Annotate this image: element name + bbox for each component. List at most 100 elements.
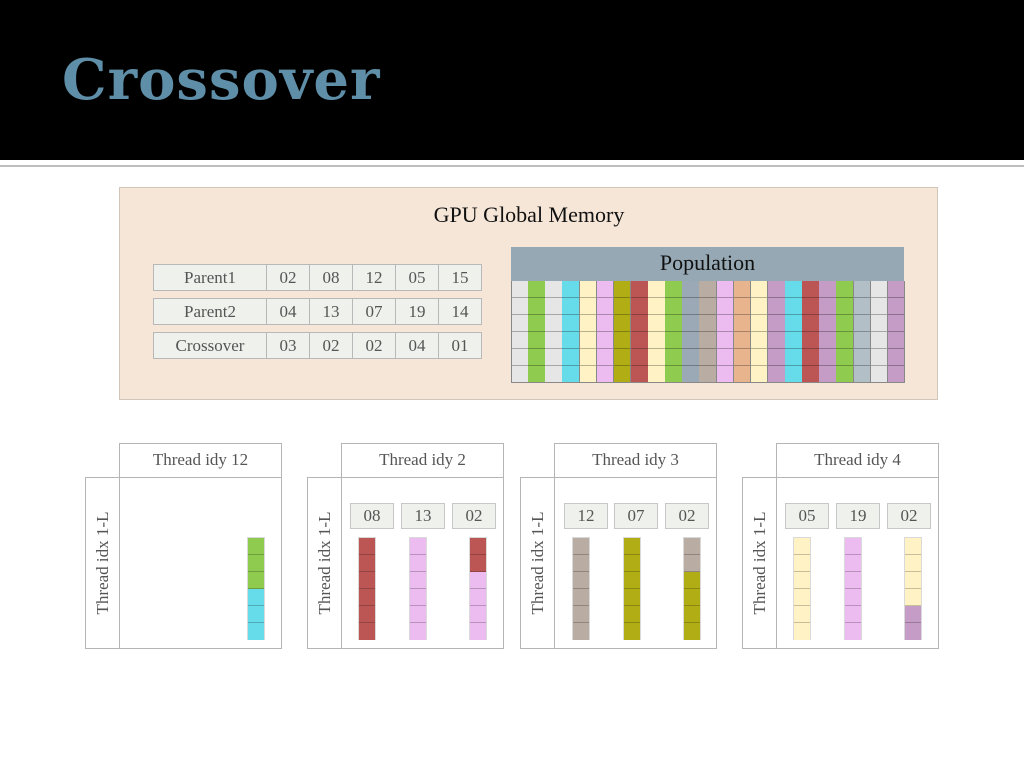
population-chromosome <box>545 281 563 383</box>
gene-segment <box>470 606 486 623</box>
gene-segment <box>410 589 426 606</box>
thread-idy-label: Thread idy 12 <box>119 443 282 478</box>
thread-idx-side: Thread idx 1-L <box>520 477 555 649</box>
chromosome-bar <box>358 537 376 640</box>
gene-segment <box>573 572 589 589</box>
thread-idy-label: Thread idy 3 <box>554 443 717 478</box>
gene-segment <box>845 589 861 606</box>
parent1-label: Parent1 <box>153 264 267 291</box>
gene-segment <box>410 572 426 589</box>
gene-segment <box>359 555 375 572</box>
gene-segment <box>624 589 640 606</box>
gene-segment <box>845 623 861 640</box>
gene-segment <box>905 538 921 555</box>
crossover-value: 03 <box>266 332 310 359</box>
gene-segment <box>905 623 921 640</box>
parent2-value: 07 <box>352 298 396 325</box>
gene-segment <box>248 572 264 589</box>
crossover-label: Crossover <box>153 332 267 359</box>
parent1-value: 08 <box>309 264 353 291</box>
population-chromosome <box>511 281 529 383</box>
parent1-value: 15 <box>438 264 482 291</box>
parent-index: 02 <box>887 503 931 529</box>
gene-segment <box>359 538 375 555</box>
gene-segment <box>624 538 640 555</box>
population-chromosome <box>665 281 683 383</box>
chromosome-bar <box>793 537 811 640</box>
chromosome-bar <box>844 537 862 640</box>
gene-segment <box>248 606 264 623</box>
gene-segment <box>794 589 810 606</box>
thread-idx-side: Thread idx 1-L <box>85 477 120 649</box>
gene-segment <box>794 538 810 555</box>
gene-segment <box>410 623 426 640</box>
gene-segment <box>470 589 486 606</box>
thread-body: 12 07 02 <box>554 477 717 649</box>
parent1-table: Parent1 02 08 12 05 15 <box>153 264 482 291</box>
gene-segment <box>573 606 589 623</box>
parent-index: 12 <box>564 503 608 529</box>
thread-body <box>119 477 282 649</box>
gene-segment <box>794 623 810 640</box>
parent-index: 13 <box>401 503 445 529</box>
gene-segment <box>845 606 861 623</box>
gene-segment <box>573 623 589 640</box>
population-chromosome <box>750 281 769 383</box>
thread-idx-label: Thread idx 1-L <box>92 511 112 615</box>
population-grid <box>511 281 906 384</box>
parent1-value: 12 <box>352 264 396 291</box>
gene-segment <box>573 538 589 555</box>
chromosome-bar <box>623 537 641 640</box>
population-chromosome <box>870 281 889 383</box>
header-divider <box>0 161 1024 164</box>
chromosome-bar <box>469 537 487 640</box>
population-chromosome <box>648 281 666 383</box>
parent-index: 05 <box>785 503 829 529</box>
crossover-value: 02 <box>352 332 396 359</box>
thread-idx-label: Thread idx 1-L <box>527 511 547 615</box>
thread-idx-label: Thread idx 1-L <box>749 511 769 615</box>
gene-segment <box>684 572 700 589</box>
parent1-value: 02 <box>266 264 310 291</box>
gene-segment <box>684 623 700 640</box>
gene-segment <box>684 555 700 572</box>
thread-idy-label: Thread idy 2 <box>341 443 504 478</box>
gene-segment <box>845 572 861 589</box>
parent-index: 02 <box>452 503 496 529</box>
gene-segment <box>905 555 921 572</box>
chromosome-bar <box>409 537 427 640</box>
gene-segment <box>684 538 700 555</box>
population-chromosome <box>767 281 786 383</box>
parent-index: 02 <box>665 503 709 529</box>
gene-segment <box>624 555 640 572</box>
crossover-value: 01 <box>438 332 482 359</box>
population-chromosome <box>716 281 735 383</box>
population-chromosome <box>887 281 906 383</box>
population-chromosome <box>682 281 700 383</box>
population-chromosome <box>836 281 855 383</box>
gene-segment <box>905 572 921 589</box>
gene-segment <box>573 555 589 572</box>
population-header: Population <box>511 247 904 281</box>
parent2-value: 14 <box>438 298 482 325</box>
gene-segment <box>624 606 640 623</box>
parent1-value: 05 <box>395 264 439 291</box>
gene-segment <box>470 538 486 555</box>
gene-segment <box>410 606 426 623</box>
slide-header <box>0 0 1024 160</box>
gene-segment <box>410 555 426 572</box>
parent-index: 19 <box>836 503 880 529</box>
gene-segment <box>470 572 486 589</box>
population-chromosome <box>853 281 872 383</box>
population-chromosome <box>528 281 546 383</box>
population-chromosome <box>819 281 837 383</box>
gene-segment <box>794 606 810 623</box>
gene-segment <box>359 572 375 589</box>
thread-idx-side: Thread idx 1-L <box>742 477 777 649</box>
population-chromosome <box>596 281 615 383</box>
population-chromosome <box>699 281 718 383</box>
population-chromosome <box>613 281 632 383</box>
parent2-table: Parent2 04 13 07 19 14 <box>153 298 482 325</box>
parent2-label: Parent2 <box>153 298 267 325</box>
slide-title: Crossover <box>62 47 381 113</box>
